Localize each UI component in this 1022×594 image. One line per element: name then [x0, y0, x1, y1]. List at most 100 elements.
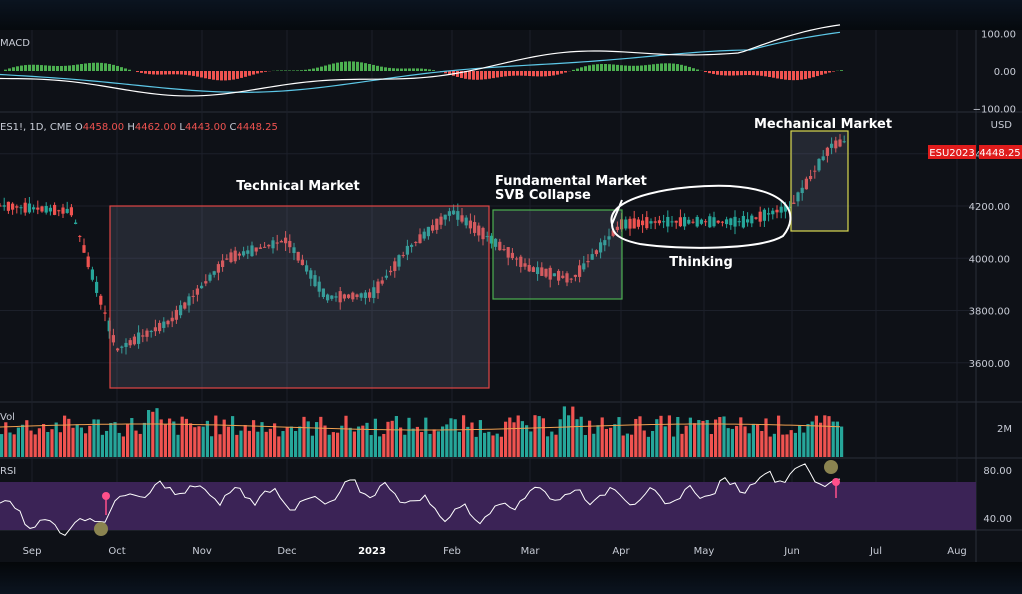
candle-body [519, 256, 523, 267]
x-tick-label: Apr [612, 546, 630, 557]
macd-histogram-bar [796, 71, 799, 81]
volume-bar [58, 432, 62, 457]
macd-histogram-bar [824, 71, 827, 74]
candle-body [44, 205, 48, 213]
volume-bar [310, 435, 314, 457]
volume-bar [63, 415, 67, 457]
candle-body [363, 292, 367, 299]
candle-body [641, 220, 645, 226]
macd-histogram-bar [632, 65, 635, 71]
candle-body [99, 295, 103, 305]
macd-histogram-bar [728, 71, 731, 76]
macd-histogram-bar [220, 71, 223, 81]
volume-bar [214, 415, 218, 457]
macd-histogram-bar [744, 71, 747, 76]
x-tick-label: May [694, 546, 715, 557]
volume-bar [453, 419, 457, 457]
candle-body [838, 139, 842, 147]
macd-histogram-bar [300, 70, 303, 71]
volume-bar [436, 431, 440, 457]
volume-bar [730, 428, 734, 457]
macd-histogram-bar [152, 71, 155, 75]
volume-bar [315, 422, 319, 457]
macd-tick-label: −100.00 [973, 104, 1016, 115]
macd-histogram-bar [540, 71, 543, 77]
candle-body [342, 294, 346, 299]
candle-body [767, 213, 771, 215]
rsi-tick-label: 80.00 [983, 466, 1012, 477]
volume-bar [163, 424, 167, 457]
macd-histogram-bar [672, 63, 675, 71]
volume-bar [289, 426, 293, 457]
candle-body [439, 216, 443, 225]
volume-bar [121, 436, 125, 457]
candle-body [23, 202, 27, 213]
volume-average-line [0, 423, 841, 431]
candle-body [300, 259, 304, 266]
candle-body [762, 209, 766, 221]
candle-body [237, 253, 241, 256]
candle-body [48, 207, 52, 212]
candle-body [313, 275, 317, 287]
annotation-svb-collapse: SVB Collapse [495, 188, 591, 203]
candle-body [401, 255, 405, 257]
symbol-badge-text: ESU2023 [929, 148, 974, 159]
volume-bar [285, 427, 289, 457]
macd-histogram-bar [240, 71, 243, 78]
macd-histogram-bar [104, 63, 107, 71]
macd-histogram-bar [812, 71, 815, 78]
candle-body [653, 221, 657, 223]
volume-bar [386, 421, 390, 457]
volume-bar [709, 434, 713, 457]
volume-bar [676, 416, 680, 457]
macd-histogram-bar [760, 71, 763, 76]
volume-bar [806, 424, 810, 457]
candle-body [145, 330, 149, 337]
macd-histogram-bar [88, 63, 91, 71]
volume-bar [655, 419, 659, 457]
volume-bar [621, 435, 625, 457]
candle-body [590, 254, 594, 260]
volume-bar [541, 418, 545, 457]
volume-bar [21, 424, 25, 457]
candle-body [704, 221, 708, 223]
candle-body [779, 206, 783, 213]
macd-histogram-bar [348, 61, 351, 71]
volume-bar [604, 428, 608, 457]
macd-histogram-bar [212, 71, 215, 80]
macd-histogram-bar [76, 64, 79, 71]
candle-body [0, 205, 2, 207]
macd-histogram-bar [612, 64, 615, 71]
candle-body [2, 205, 6, 207]
volume-bar [79, 427, 83, 457]
volume-bar [693, 423, 697, 457]
candle-body [683, 217, 687, 227]
volume-bar [403, 434, 407, 457]
macd-histogram-bar [148, 71, 151, 75]
x-tick-label: Aug [947, 546, 967, 557]
candle-body [657, 220, 661, 224]
rsi-band [0, 482, 976, 530]
volume-bar [138, 433, 142, 457]
volume-bar [688, 417, 692, 457]
candle-body [11, 203, 15, 210]
technical-market-box [109, 205, 490, 389]
candle-body [670, 221, 674, 223]
volume-bar [827, 416, 831, 457]
macd-histogram-bar [532, 71, 535, 77]
macd-histogram-bar [304, 69, 307, 71]
volume-bar [100, 434, 104, 457]
volume-bar [277, 436, 281, 457]
volume-bar [378, 436, 382, 457]
candle-body [225, 258, 229, 260]
volume-bar [659, 415, 663, 457]
macd-histogram-bar [808, 71, 811, 79]
candle-body [746, 219, 750, 223]
macd-histogram-bar [372, 64, 375, 71]
candle-body [53, 204, 57, 215]
macd-histogram-bar [192, 71, 195, 76]
volume-bar [273, 423, 277, 457]
candle-body [456, 211, 460, 220]
candle-body [636, 219, 640, 227]
